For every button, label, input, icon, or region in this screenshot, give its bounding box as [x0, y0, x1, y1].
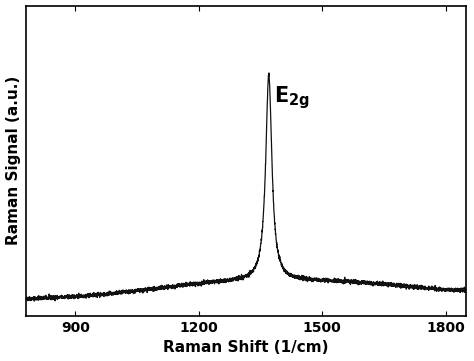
X-axis label: Raman Shift (1/cm): Raman Shift (1/cm) — [164, 340, 329, 356]
Text: $\mathbf{E_{2g}}$: $\mathbf{E_{2g}}$ — [273, 84, 310, 112]
Y-axis label: Raman Signal (a.u.): Raman Signal (a.u.) — [6, 76, 20, 245]
